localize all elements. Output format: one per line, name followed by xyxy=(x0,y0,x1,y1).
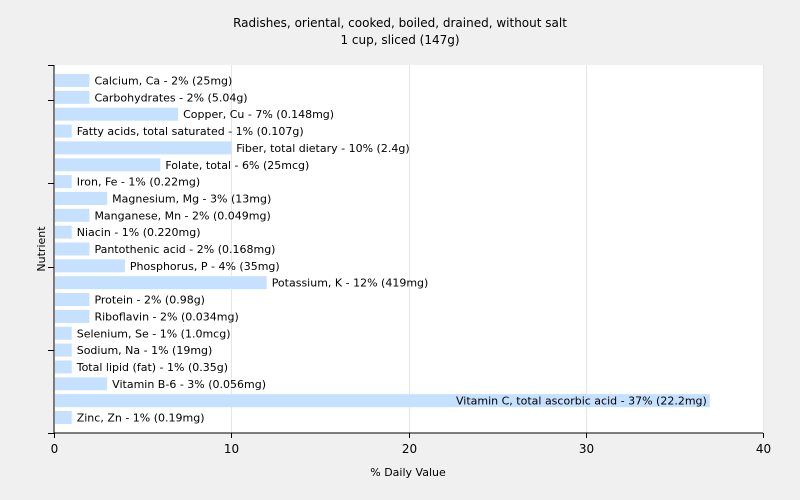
bar-label: Magnesium, Mg - 3% (13mg) xyxy=(112,192,271,205)
bar xyxy=(55,225,72,239)
bar-label: Zinc, Zn - 1% (0.19mg) xyxy=(77,412,205,425)
bar-label: Vitamin C, total ascorbic acid - 37% (22… xyxy=(456,395,707,408)
x-tick-label: 40 xyxy=(756,442,771,456)
bar-label: Sodium, Na - 1% (19mg) xyxy=(77,344,213,357)
bar xyxy=(55,107,179,121)
bar-label: Fiber, total dietary - 10% (2.4g) xyxy=(236,142,409,155)
bar xyxy=(55,309,90,323)
bar xyxy=(55,242,90,256)
bar-label: Protein - 2% (0.98g) xyxy=(94,294,205,307)
y-axis-label: Nutrient xyxy=(35,226,48,272)
x-tick-label: 20 xyxy=(402,442,417,456)
bar xyxy=(55,74,90,87)
bar xyxy=(55,276,267,290)
bars: Calcium, Ca - 2% (25mg) Carbohydrates - 2… xyxy=(55,74,710,425)
x-tick-label: 10 xyxy=(224,442,239,456)
bar-label: Iron, Fe - 1% (0.22mg) xyxy=(77,176,200,189)
y-ticks xyxy=(48,65,54,434)
bar-label: Manganese, Mn - 2% (0.049mg) xyxy=(94,209,270,222)
bar-label: Selenium, Se - 1% (1.0mcg) xyxy=(77,327,231,340)
chart-title: Radishes, oriental, cooked, boiled, drai… xyxy=(233,16,567,30)
bar-label: Phosphorus, P - 4% (35mg) xyxy=(130,260,280,273)
bar xyxy=(55,191,108,205)
bar xyxy=(55,293,90,307)
bar xyxy=(55,343,72,357)
bar xyxy=(55,90,90,104)
axes xyxy=(53,65,763,434)
bar-label: Riboflavin - 2% (0.034mg) xyxy=(94,310,238,323)
bar xyxy=(55,259,125,273)
bar-label: Total lipid (fat) - 1% (0.35g) xyxy=(76,361,228,374)
bar xyxy=(55,394,710,408)
x-axis-label: % Daily Value xyxy=(370,466,446,479)
bar-label: Pantothenic acid - 2% (0.168mg) xyxy=(94,243,275,256)
bar xyxy=(55,175,72,189)
bar-label: Niacin - 1% (0.220mg) xyxy=(77,226,201,239)
bar xyxy=(55,377,108,391)
bar xyxy=(55,326,72,340)
x-ticks: 0 10 20 30 40 xyxy=(51,433,771,456)
bar-label: Calcium, Ca - 2% (25mg) xyxy=(94,75,232,88)
bar-label: Folate, total - 6% (25mcg) xyxy=(165,159,309,172)
bar-label: Vitamin B-6 - 3% (0.056mg) xyxy=(112,378,266,391)
bar-label: Potassium, K - 12% (419mg) xyxy=(272,277,429,290)
plot-area xyxy=(54,65,763,433)
grid-lines xyxy=(231,65,764,433)
bar-label: Carbohydrates - 2% (5.04g) xyxy=(94,91,247,104)
chart-subtitle: 1 cup, sliced (147g) xyxy=(340,33,459,47)
bar xyxy=(55,141,232,155)
bar-label: Copper, Cu - 7% (0.148mg) xyxy=(183,108,334,121)
bar xyxy=(55,124,72,138)
bar xyxy=(55,411,72,424)
x-tick-label: 0 xyxy=(51,442,59,456)
bar xyxy=(55,208,90,222)
bar-label: Fatty acids, total saturated - 1% (0.107… xyxy=(77,125,304,138)
x-tick-label: 30 xyxy=(579,442,594,456)
bar xyxy=(55,158,161,172)
bar xyxy=(55,360,72,374)
